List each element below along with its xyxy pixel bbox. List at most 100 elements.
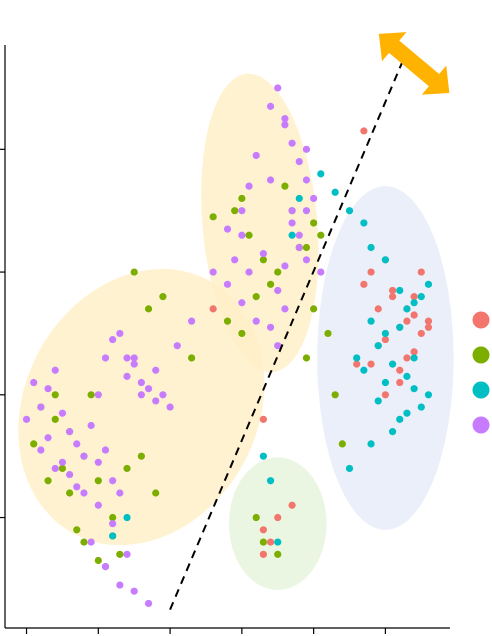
data-point bbox=[101, 446, 110, 454]
data-point bbox=[367, 317, 375, 325]
data-point bbox=[152, 397, 160, 405]
data-point bbox=[353, 360, 361, 368]
data-point bbox=[410, 311, 418, 319]
data-point bbox=[317, 268, 325, 276]
legend-swatch bbox=[472, 416, 490, 434]
data-point bbox=[403, 409, 411, 417]
data-point bbox=[388, 293, 397, 301]
data-point bbox=[266, 102, 275, 110]
cluster-regions bbox=[18, 73, 454, 590]
data-point bbox=[116, 329, 124, 338]
data-point bbox=[381, 256, 390, 264]
data-point bbox=[281, 182, 289, 190]
data-point bbox=[266, 176, 275, 184]
axis-ticks bbox=[0, 148, 387, 634]
data-point bbox=[388, 360, 397, 368]
data-point bbox=[44, 385, 52, 393]
data-point bbox=[245, 268, 253, 276]
data-point bbox=[231, 256, 239, 264]
data-point bbox=[381, 329, 390, 338]
data-point bbox=[417, 268, 425, 276]
data-point bbox=[252, 293, 260, 301]
data-point bbox=[302, 256, 311, 264]
data-point bbox=[238, 231, 246, 239]
data-point bbox=[403, 354, 411, 362]
data-point bbox=[94, 391, 102, 399]
data-point bbox=[159, 293, 167, 301]
data-point bbox=[302, 243, 311, 252]
data-point bbox=[266, 280, 275, 288]
data-point bbox=[173, 342, 181, 350]
data-point bbox=[396, 323, 404, 331]
data-point bbox=[374, 305, 382, 313]
data-point bbox=[396, 378, 404, 387]
data-point bbox=[87, 391, 95, 399]
data-point bbox=[58, 464, 67, 473]
data-point bbox=[281, 262, 289, 270]
data-point bbox=[130, 587, 138, 595]
arrow-shape bbox=[378, 32, 450, 95]
data-point bbox=[403, 372, 411, 380]
data-point bbox=[166, 403, 174, 411]
data-point bbox=[73, 483, 81, 491]
data-point bbox=[360, 127, 368, 135]
data-point bbox=[424, 391, 433, 399]
data-point bbox=[360, 219, 368, 227]
data-point bbox=[410, 348, 418, 356]
data-point bbox=[317, 170, 325, 178]
data-point bbox=[252, 513, 260, 522]
data-point bbox=[274, 550, 282, 558]
data-point bbox=[245, 182, 253, 190]
data-point bbox=[51, 366, 59, 374]
data-point bbox=[116, 581, 124, 589]
data-point bbox=[109, 513, 117, 522]
data-point bbox=[22, 415, 31, 423]
data-point bbox=[259, 538, 267, 546]
data-point bbox=[252, 317, 260, 325]
data-point bbox=[331, 188, 339, 196]
data-point bbox=[367, 360, 375, 368]
data-point bbox=[345, 207, 354, 215]
data-point bbox=[44, 477, 52, 485]
data-point bbox=[310, 194, 318, 203]
data-point bbox=[374, 342, 382, 350]
data-point bbox=[94, 556, 102, 565]
data-point bbox=[274, 342, 282, 350]
legend-swatch bbox=[472, 311, 490, 329]
data-point bbox=[109, 532, 117, 540]
data-point bbox=[345, 464, 354, 473]
data-point bbox=[288, 219, 296, 227]
data-point bbox=[288, 501, 296, 509]
data-point bbox=[144, 385, 153, 393]
data-point bbox=[137, 378, 145, 387]
data-point bbox=[317, 231, 325, 239]
data-point bbox=[381, 391, 390, 399]
data-points bbox=[22, 84, 433, 608]
data-point bbox=[274, 538, 282, 546]
data-point bbox=[109, 520, 117, 528]
data-point bbox=[281, 115, 289, 123]
data-point bbox=[152, 366, 160, 374]
data-point bbox=[188, 317, 196, 325]
data-point bbox=[274, 513, 282, 522]
data-point bbox=[123, 354, 131, 362]
data-point bbox=[381, 378, 390, 387]
data-point bbox=[302, 176, 311, 184]
data-point bbox=[209, 268, 217, 276]
data-point bbox=[381, 335, 390, 344]
data-point bbox=[245, 231, 253, 239]
data-point bbox=[302, 207, 311, 215]
data-point bbox=[144, 599, 153, 608]
data-point bbox=[94, 458, 102, 466]
data-point bbox=[37, 403, 45, 411]
data-point bbox=[396, 415, 404, 423]
data-point bbox=[274, 84, 282, 92]
data-point bbox=[58, 458, 67, 466]
data-point bbox=[73, 440, 81, 448]
data-point bbox=[274, 286, 282, 295]
data-point bbox=[65, 428, 74, 436]
data-point bbox=[266, 477, 275, 485]
data-point bbox=[281, 121, 289, 129]
data-point bbox=[30, 440, 38, 448]
